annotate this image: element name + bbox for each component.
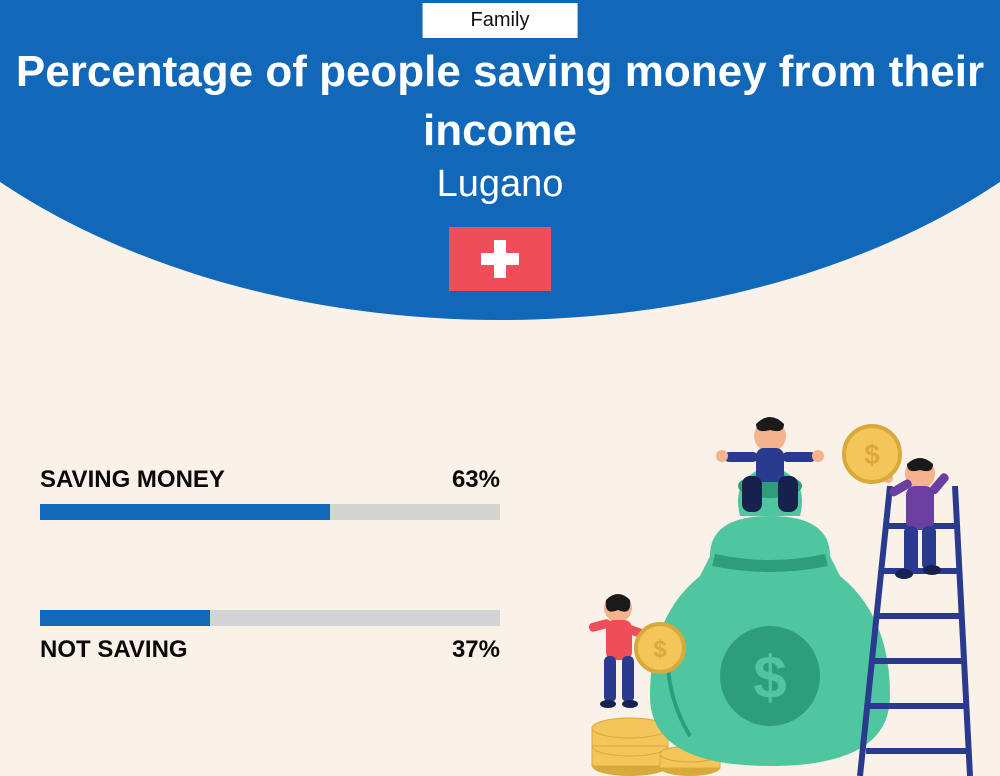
title-block: Percentage of people saving money from t… xyxy=(0,42,1000,206)
bar-notsaving-fill xyxy=(40,610,210,626)
savings-illustration: $ $ xyxy=(560,416,980,776)
bar-notsaving-label: NOT SAVING xyxy=(40,636,188,664)
svg-text:$: $ xyxy=(753,644,786,711)
bar-saving-labels: SAVING MONEY 63% xyxy=(40,466,500,494)
money-bag-icon: $ xyxy=(650,466,890,766)
person-right-icon xyxy=(883,458,950,579)
bar-saving-track xyxy=(40,504,500,520)
bar-saving-fill xyxy=(40,504,330,520)
bar-saving-label: SAVING MONEY xyxy=(40,466,225,494)
bars-area: SAVING MONEY 63% NOT SAVING 37% xyxy=(40,466,500,754)
bar-notsaving-value: 37% xyxy=(452,636,500,664)
bar-notsaving-labels: NOT SAVING 37% xyxy=(40,636,500,664)
coin-left-symbol: $ xyxy=(653,636,667,663)
swiss-flag-icon xyxy=(449,227,551,291)
bar-notsaving: NOT SAVING 37% xyxy=(40,610,500,664)
bar-notsaving-track xyxy=(40,610,500,626)
location-label: Lugano xyxy=(0,163,1000,206)
bar-saving: SAVING MONEY 63% xyxy=(40,466,500,520)
main-title: Percentage of people saving money from t… xyxy=(0,42,1000,161)
coin-symbol: $ xyxy=(864,439,880,470)
bar-saving-value: 63% xyxy=(452,466,500,494)
category-tab: Family xyxy=(423,3,578,38)
